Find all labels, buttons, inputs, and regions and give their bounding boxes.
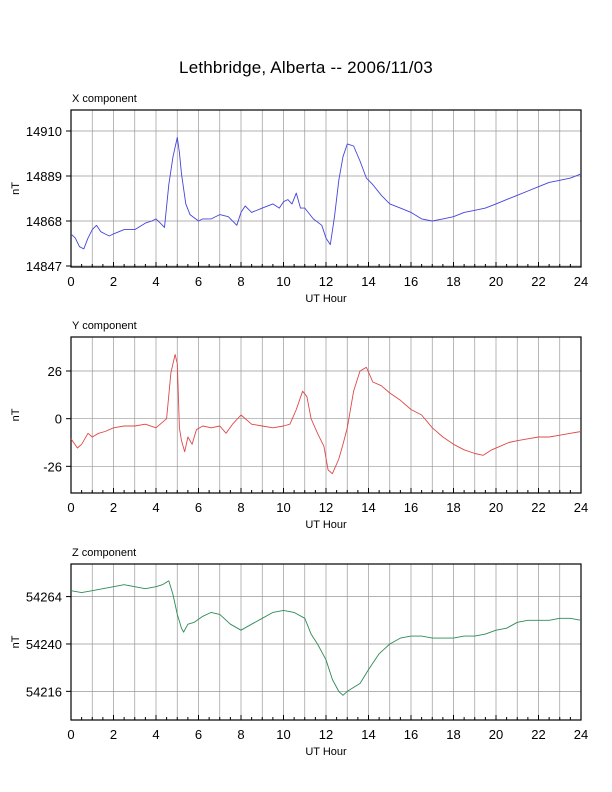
y-xaxis-label: UT Hour	[305, 519, 347, 531]
x-xtick-label: 18	[446, 274, 460, 289]
z-xtick-label: 8	[237, 727, 244, 742]
y-xtick-label: 10	[276, 500, 290, 515]
x-xtick-label: 14	[361, 274, 375, 289]
z-yaxis-label: nT	[10, 635, 22, 648]
y-ytick-label: -26	[43, 459, 62, 474]
x-xtick-label: 20	[489, 274, 503, 289]
y-yaxis-label: nT	[10, 408, 22, 421]
z-xtick-label: 16	[404, 727, 418, 742]
z-xtick-label: 18	[446, 727, 460, 742]
y-xtick-label: 0	[67, 500, 74, 515]
z-xtick-label: 20	[489, 727, 503, 742]
z-xtick-label: 4	[152, 727, 159, 742]
y-xtick-label: 8	[237, 500, 244, 515]
x-yaxis-label: nT	[10, 182, 22, 195]
y-xtick-label: 24	[574, 500, 588, 515]
z-xtick-label: 22	[531, 727, 545, 742]
x-xtick-label: 12	[319, 274, 333, 289]
z-series-line	[70, 580, 582, 696]
x-xtick-label: 4	[152, 274, 159, 289]
z-xtick-label: 12	[319, 727, 333, 742]
y-xtick-label: 22	[531, 500, 545, 515]
z-xtick-label: 24	[574, 727, 588, 742]
x-xtick-label: 24	[574, 274, 588, 289]
y-xtick-label: 18	[446, 500, 460, 515]
page-title: Lethbridge, Alberta -- 2006/11/03	[179, 58, 433, 77]
y-xtick-label: 16	[404, 500, 418, 515]
x-ytick-label: 14910	[26, 124, 62, 139]
y-series-line	[70, 354, 582, 475]
x-ytick-label: 14889	[26, 169, 62, 184]
x-series-line	[70, 136, 582, 250]
z-xtick-label: 10	[276, 727, 290, 742]
y-xtick-label: 20	[489, 500, 503, 515]
y-ytick-label: 26	[48, 364, 62, 379]
z-xaxis-label: UT Hour	[305, 746, 347, 758]
x-xaxis-label: UT Hour	[305, 293, 347, 305]
y-ytick-label: 0	[55, 412, 62, 427]
z-xtick-label: 6	[195, 727, 202, 742]
x-component-panel: 0 2 4 6 8 10 12 14 16 18 20 22 241484714868148891491…	[10, 93, 588, 305]
y-panel-label: Y component	[72, 320, 137, 332]
y-xtick-label: 12	[319, 500, 333, 515]
y-xtick-label: 14	[361, 500, 375, 515]
x-xtick-label: 8	[237, 274, 244, 289]
x-panel-label: X component	[72, 93, 137, 105]
x-xtick-label: 16	[404, 274, 418, 289]
x-xtick-label: 22	[531, 274, 545, 289]
z-xtick-label: 2	[110, 727, 117, 742]
y-xtick-label: 2	[110, 500, 117, 515]
z-ytick-label: 54240	[26, 637, 62, 652]
z-ytick-label: 54216	[26, 684, 62, 699]
z-ytick-label: 54264	[26, 590, 62, 605]
z-panel-label: Z component	[72, 547, 136, 559]
y-xtick-label: 4	[152, 500, 159, 515]
x-ytick-label: 14847	[26, 259, 62, 274]
x-xtick-label: 2	[110, 274, 117, 289]
y-xtick-label: 6	[195, 500, 202, 515]
z-xtick-label: 0	[67, 727, 74, 742]
z-xtick-label: 14	[361, 727, 375, 742]
x-xtick-label: 10	[276, 274, 290, 289]
x-xtick-label: 0	[67, 274, 74, 289]
x-ytick-label: 14868	[26, 214, 62, 229]
x-xtick-label: 6	[195, 274, 202, 289]
